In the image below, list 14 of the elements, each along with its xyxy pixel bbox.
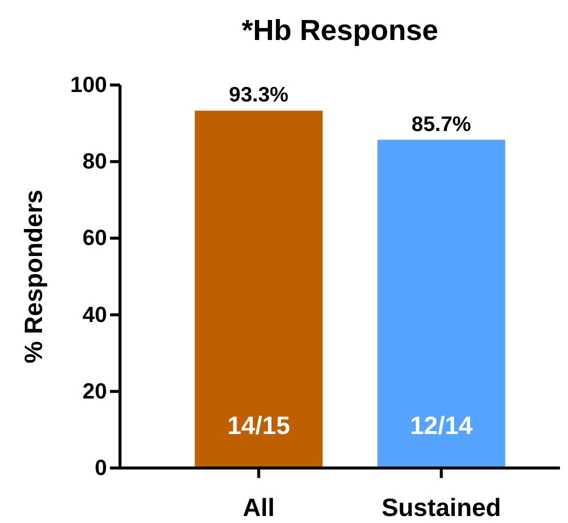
- y-tick-label: 60: [82, 225, 107, 250]
- annotation: 14/15: [227, 412, 290, 440]
- y-tick-label: 100: [70, 72, 107, 98]
- y-tick-label: 80: [82, 148, 107, 174]
- data-label: 93.3%: [228, 84, 289, 107]
- y-tick-label: 40: [82, 302, 107, 327]
- y-tick-label: 0: [94, 455, 107, 480]
- data-label: 85.7%: [412, 112, 472, 136]
- y-tick-label: 20: [82, 378, 107, 404]
- x-tick-label: Sustained: [382, 494, 502, 522]
- chart-title: *Hb Response: [242, 15, 438, 47]
- annotation: 12/14: [410, 412, 473, 440]
- y-axis-title: % Responders: [20, 190, 48, 364]
- x-tick-label: All: [242, 494, 275, 522]
